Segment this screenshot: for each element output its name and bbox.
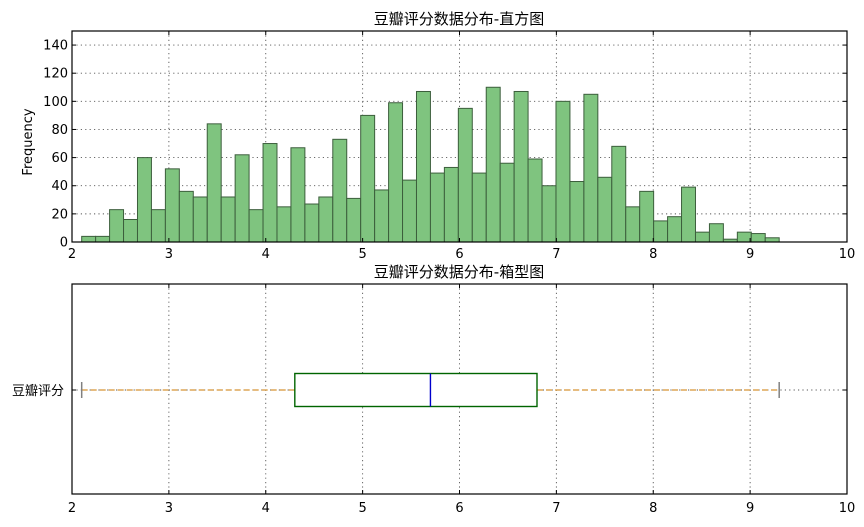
histogram-bars [81,86,780,243]
histogram-bar [415,90,431,243]
histogram-bar [667,216,683,243]
boxplot-plot-frame [71,283,848,495]
histogram-bar [276,206,292,243]
histogram-bar [290,147,306,243]
boxplot-x-tick-label: 4 [262,501,270,516]
histogram-bar [583,93,599,243]
histogram-x-tick-label: 5 [358,247,366,262]
histogram-x-tick-label: 10 [839,247,856,262]
histogram-bar [164,168,180,243]
boxplot-x-tick-label: 2 [68,501,76,516]
histogram-title: 豆瓣评分数据分布-直方图 [374,10,544,28]
histogram-bar [764,237,780,243]
histogram-bar [360,114,376,243]
histogram-bar [485,86,501,243]
histogram-bar [178,190,194,243]
histogram-bar [736,231,752,243]
histogram-bar [109,209,125,243]
histogram-bar [346,197,362,243]
histogram-y-tick-label: 120 [43,67,68,82]
histogram-x-tick-label: 3 [165,247,173,262]
histogram-x-tick-label: 8 [649,247,657,262]
histogram-y-tick-label: 0 [60,236,68,251]
histogram-bar [332,138,348,243]
histogram-bar [513,90,529,243]
histogram-bar [304,203,320,243]
histogram-x-tick-label: 4 [262,247,270,262]
histogram-bar [471,172,487,243]
histogram-y-axis-label: Frequency [21,108,36,175]
histogram-bar [639,190,655,243]
histogram-bar [248,209,264,243]
histogram-x-tick-label: 6 [455,247,463,262]
histogram-bar [429,172,445,243]
boxplot-title: 豆瓣评分数据分布-箱型图 [374,263,544,281]
boxplot-panel: 豆瓣评分数据分布-箱型图 2 3 4 5 6 7 8 9 10 豆瓣评分 [12,263,855,516]
boxplot-box [294,372,538,408]
boxplot-x-tick-label: 10 [839,501,856,516]
histogram-bar [262,143,278,243]
histogram-y-tick-label: 80 [51,123,68,138]
boxplot-ticks: 2 3 4 5 6 7 8 9 10 [68,284,855,516]
histogram-bar [192,196,208,243]
histogram-y-tick-label: 40 [51,179,68,194]
boxplot-marks [80,372,780,408]
histogram-bar [457,107,473,243]
histogram-bar [443,166,459,243]
histogram-bar [611,145,627,243]
histogram-bar [234,154,250,243]
histogram-y-tick-label: 20 [51,207,68,222]
histogram-bar [681,186,696,243]
histogram-x-tick-label: 2 [68,247,76,262]
histogram-bar [653,220,669,243]
histogram-bar [694,231,710,243]
histogram-bar [541,185,557,243]
histogram-bar [374,189,390,243]
histogram-bar [499,162,515,243]
histogram-bar [527,158,543,243]
histogram-bar [402,179,417,243]
histogram-y-tick-label: 140 [43,39,68,54]
boxplot-x-tick-label: 7 [552,501,560,516]
boxplot-x-tick-label: 9 [746,501,754,516]
histogram-y-tick-label: 100 [43,95,68,110]
histogram-bar [220,196,236,243]
histogram-bar [136,157,152,243]
histogram-bar [625,206,641,243]
histogram-bar [569,181,585,243]
histogram-x-tick-label: 7 [552,247,560,262]
boxplot-x-tick-label: 6 [455,501,463,516]
histogram-plot-frame [71,30,848,243]
histogram-bar [318,196,334,243]
histogram-bar [206,123,222,243]
histogram-bar [597,176,613,243]
histogram-bar [123,218,138,243]
boxplot-x-tick-label: 8 [649,501,657,516]
boxplot-x-tick-label: 5 [358,501,366,516]
histogram-x-tick-label: 9 [746,247,754,262]
histogram-bar [555,100,571,243]
histogram-bar [708,223,724,243]
histogram-y-tick-label: 60 [51,151,68,166]
histogram-bar [81,235,97,243]
histogram-panel: 豆瓣评分数据分布-直方图 Frequency 2 3 4 5 6 7 8 9 100204060… [21,10,855,262]
histogram-bar [750,233,766,243]
histogram-bar [150,209,166,243]
boxplot-category-label: 豆瓣评分 [12,384,64,399]
histogram-bar [388,102,404,243]
boxplot-x-tick-label: 3 [165,501,173,516]
histogram-bar [95,235,111,243]
